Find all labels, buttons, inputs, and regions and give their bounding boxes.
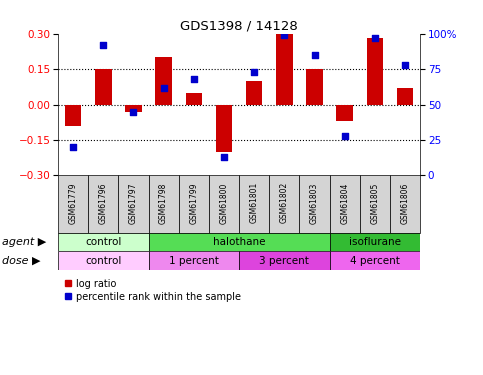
- Bar: [185, 93, 202, 105]
- Text: GSM61801: GSM61801: [250, 182, 259, 224]
- Text: control: control: [85, 237, 121, 247]
- Point: [160, 84, 168, 90]
- Text: GSM61803: GSM61803: [310, 182, 319, 224]
- Bar: [209, 176, 239, 233]
- Bar: [65, 105, 81, 126]
- Text: GSM61799: GSM61799: [189, 182, 199, 224]
- Bar: [360, 176, 390, 233]
- Text: GSM61800: GSM61800: [219, 182, 228, 224]
- Text: GSM61802: GSM61802: [280, 182, 289, 224]
- Bar: [95, 69, 112, 105]
- Bar: [306, 69, 323, 105]
- Point: [250, 69, 258, 75]
- Point: [281, 32, 288, 38]
- Point: [220, 154, 228, 160]
- Bar: [390, 176, 420, 233]
- Point: [401, 62, 409, 68]
- Text: 3 percent: 3 percent: [259, 256, 309, 266]
- Text: 4 percent: 4 percent: [350, 256, 400, 266]
- Bar: [58, 233, 149, 251]
- Bar: [216, 105, 232, 152]
- Text: GSM61805: GSM61805: [370, 182, 380, 224]
- Bar: [88, 176, 118, 233]
- Bar: [149, 251, 239, 270]
- Bar: [149, 176, 179, 233]
- Text: isoflurane: isoflurane: [349, 237, 401, 247]
- Text: agent ▶: agent ▶: [2, 237, 47, 247]
- Text: GSM61797: GSM61797: [129, 182, 138, 224]
- Bar: [337, 105, 353, 121]
- Bar: [239, 176, 270, 233]
- Bar: [330, 233, 420, 251]
- Point: [129, 109, 137, 115]
- Text: GSM61796: GSM61796: [99, 182, 108, 224]
- Point: [311, 52, 318, 58]
- Point: [371, 35, 379, 41]
- Point: [190, 76, 198, 82]
- Text: 1 percent: 1 percent: [169, 256, 219, 266]
- Bar: [118, 176, 149, 233]
- Bar: [239, 251, 330, 270]
- Bar: [125, 105, 142, 112]
- Bar: [156, 57, 172, 105]
- Text: GSM61806: GSM61806: [400, 182, 410, 224]
- Legend: log ratio, percentile rank within the sample: log ratio, percentile rank within the sa…: [63, 279, 242, 302]
- Point: [341, 133, 349, 139]
- Point: [69, 144, 77, 150]
- Bar: [58, 251, 149, 270]
- Text: control: control: [85, 256, 121, 266]
- Text: dose ▶: dose ▶: [2, 256, 41, 266]
- Bar: [246, 81, 262, 105]
- Bar: [330, 251, 420, 270]
- Title: GDS1398 / 14128: GDS1398 / 14128: [180, 20, 298, 33]
- Bar: [149, 233, 330, 251]
- Text: GSM61804: GSM61804: [340, 182, 349, 224]
- Bar: [330, 176, 360, 233]
- Text: GSM61798: GSM61798: [159, 182, 168, 224]
- Bar: [58, 176, 88, 233]
- Text: GSM61779: GSM61779: [69, 182, 78, 224]
- Bar: [179, 176, 209, 233]
- Text: halothane: halothane: [213, 237, 265, 247]
- Point: [99, 42, 107, 48]
- Bar: [397, 88, 413, 105]
- Bar: [367, 39, 383, 105]
- Bar: [270, 176, 299, 233]
- Bar: [276, 34, 293, 105]
- Bar: [299, 176, 330, 233]
